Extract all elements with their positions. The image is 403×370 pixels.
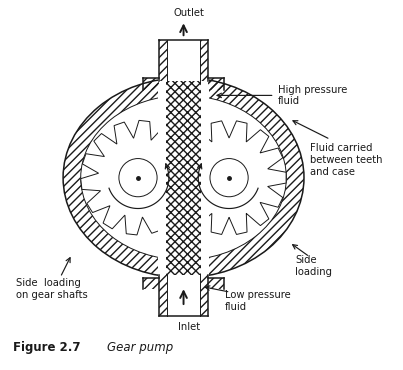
Circle shape (210, 159, 248, 197)
Polygon shape (167, 275, 200, 316)
Text: Side
loading: Side loading (295, 255, 332, 277)
Text: Figure 2.7: Figure 2.7 (13, 341, 81, 354)
Text: Fluid carried
between teeth
and case: Fluid carried between teeth and case (310, 144, 382, 176)
Text: Outlet: Outlet (174, 7, 205, 17)
Text: High pressure
fluid: High pressure fluid (278, 85, 347, 106)
Ellipse shape (81, 95, 287, 260)
Text: Gear pump: Gear pump (92, 341, 174, 354)
Text: Inlet: Inlet (179, 322, 200, 332)
Circle shape (119, 159, 157, 197)
Text: Low pressure
fluid: Low pressure fluid (224, 290, 291, 312)
Text: Side  loading
on gear shafts: Side loading on gear shafts (16, 279, 88, 300)
Polygon shape (81, 120, 195, 235)
Polygon shape (172, 121, 286, 235)
Polygon shape (167, 40, 200, 81)
Ellipse shape (63, 78, 304, 278)
Polygon shape (158, 78, 210, 278)
